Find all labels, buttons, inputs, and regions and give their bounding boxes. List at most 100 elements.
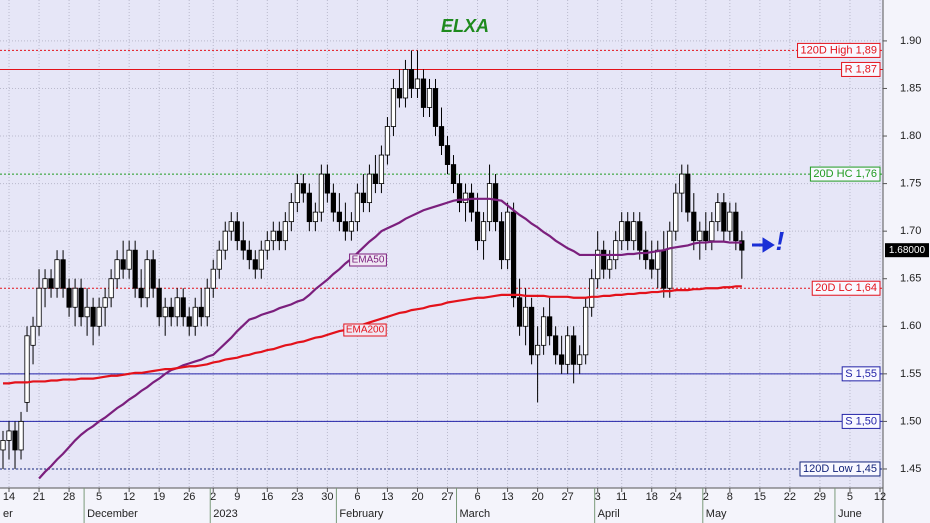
x-tick-label: 12 <box>874 491 886 503</box>
candle-body <box>601 249 607 270</box>
month-label: February <box>339 508 384 520</box>
candle-body <box>258 249 264 270</box>
candle-body <box>414 78 421 89</box>
x-tick-label: 8 <box>727 491 733 503</box>
x-tick-label: 2 <box>210 491 216 503</box>
level-label-box <box>797 42 881 58</box>
level-label-box <box>841 61 881 77</box>
x-tick-label: 26 <box>183 491 195 503</box>
candle-body <box>709 221 715 242</box>
candle-body <box>492 183 499 223</box>
candle-body <box>6 430 12 441</box>
x-tick-label: 19 <box>153 491 165 503</box>
candle-body <box>348 221 354 232</box>
candle-body <box>312 211 318 223</box>
x-tick-label: 20 <box>411 491 423 503</box>
candle-body <box>474 211 481 242</box>
candle-body <box>108 278 114 299</box>
last-price-label: 1.68000 <box>889 245 926 256</box>
candle-body <box>577 354 583 365</box>
level-label-box <box>841 366 881 382</box>
x-tick-label: 27 <box>441 491 453 503</box>
candle-body <box>426 88 433 108</box>
candle-body <box>72 287 78 308</box>
candle-body <box>48 278 54 289</box>
level-label: 120D Low 1,45 <box>803 463 877 475</box>
x-tick-label: 14 <box>3 491 15 503</box>
candle-body <box>138 287 144 299</box>
candle-body <box>565 335 571 365</box>
candle-body <box>721 202 727 232</box>
plot-background <box>0 0 883 488</box>
candle-body <box>216 249 222 270</box>
candle-body <box>156 287 162 318</box>
candle-body <box>571 335 577 365</box>
candle-body <box>697 230 703 242</box>
candle-body <box>384 126 391 156</box>
x-tick-label: 5 <box>847 491 853 503</box>
candle-body <box>625 221 631 242</box>
level-label: 120D High 1,89 <box>801 44 877 56</box>
level-label-box <box>811 280 881 296</box>
candle-body <box>486 183 493 223</box>
candle-body <box>294 183 300 204</box>
x-tick-label: 24 <box>670 491 682 503</box>
candle-body <box>649 259 655 270</box>
candle-body <box>234 221 240 242</box>
x-tick-label: 16 <box>261 491 273 503</box>
candle-body <box>144 259 150 299</box>
indicator-label: EMA50 <box>352 255 385 266</box>
candle-body <box>120 259 126 270</box>
candle-body <box>198 306 204 318</box>
candle-body <box>703 230 709 242</box>
x-tick-label: 22 <box>784 491 796 503</box>
candle-body <box>444 145 451 165</box>
candle-body <box>613 240 619 261</box>
candle-body <box>180 297 186 318</box>
candles <box>0 50 745 469</box>
indicator-label: EMA200 <box>346 325 385 336</box>
indicator-lines <box>3 197 742 480</box>
x-tick-label: 9 <box>234 491 240 503</box>
indicator-label-box <box>349 253 387 267</box>
x-tick-label: 12 <box>123 491 135 503</box>
x-tick-label: 18 <box>646 491 658 503</box>
candle-body <box>667 230 673 289</box>
candle-body <box>402 69 409 99</box>
month-label: December <box>87 508 138 520</box>
candle-body <box>276 230 282 242</box>
candle-body <box>24 335 30 403</box>
candle-body <box>60 259 66 289</box>
candle-body <box>96 306 102 327</box>
level-label-box <box>799 461 881 477</box>
candle-body <box>36 287 42 327</box>
candle-body <box>438 126 445 146</box>
x-tick-label: 27 <box>562 491 574 503</box>
level-label-box <box>809 166 881 182</box>
candle-body <box>739 240 745 251</box>
x-tick-label: 30 <box>321 491 333 503</box>
x-tick-label: 6 <box>354 491 360 503</box>
candle-body <box>42 278 48 289</box>
candle-body <box>468 192 475 213</box>
candle-body <box>462 192 469 204</box>
candle-body <box>637 221 643 251</box>
month-label: April <box>598 508 620 520</box>
candle-body <box>408 69 415 89</box>
month-label: 2023 <box>213 508 237 520</box>
x-axis-background <box>0 488 883 523</box>
candle-body <box>18 421 24 451</box>
candle-body <box>390 88 397 127</box>
candle-body <box>595 249 601 280</box>
candle-body <box>396 88 403 99</box>
x-tick-label: 13 <box>501 491 513 503</box>
candle-body <box>84 306 90 318</box>
month-label: March <box>460 508 491 520</box>
y-tick-label: 1.60 <box>900 320 921 332</box>
x-tick-label: 21 <box>33 491 45 503</box>
labels: 120D High 1,89 R 1,87 20D HC 1,76 20D LC 1,… <box>343 42 881 477</box>
candle-body <box>54 259 60 289</box>
candle-body <box>330 192 336 213</box>
candle-body <box>192 306 198 327</box>
candle-body <box>450 164 457 184</box>
